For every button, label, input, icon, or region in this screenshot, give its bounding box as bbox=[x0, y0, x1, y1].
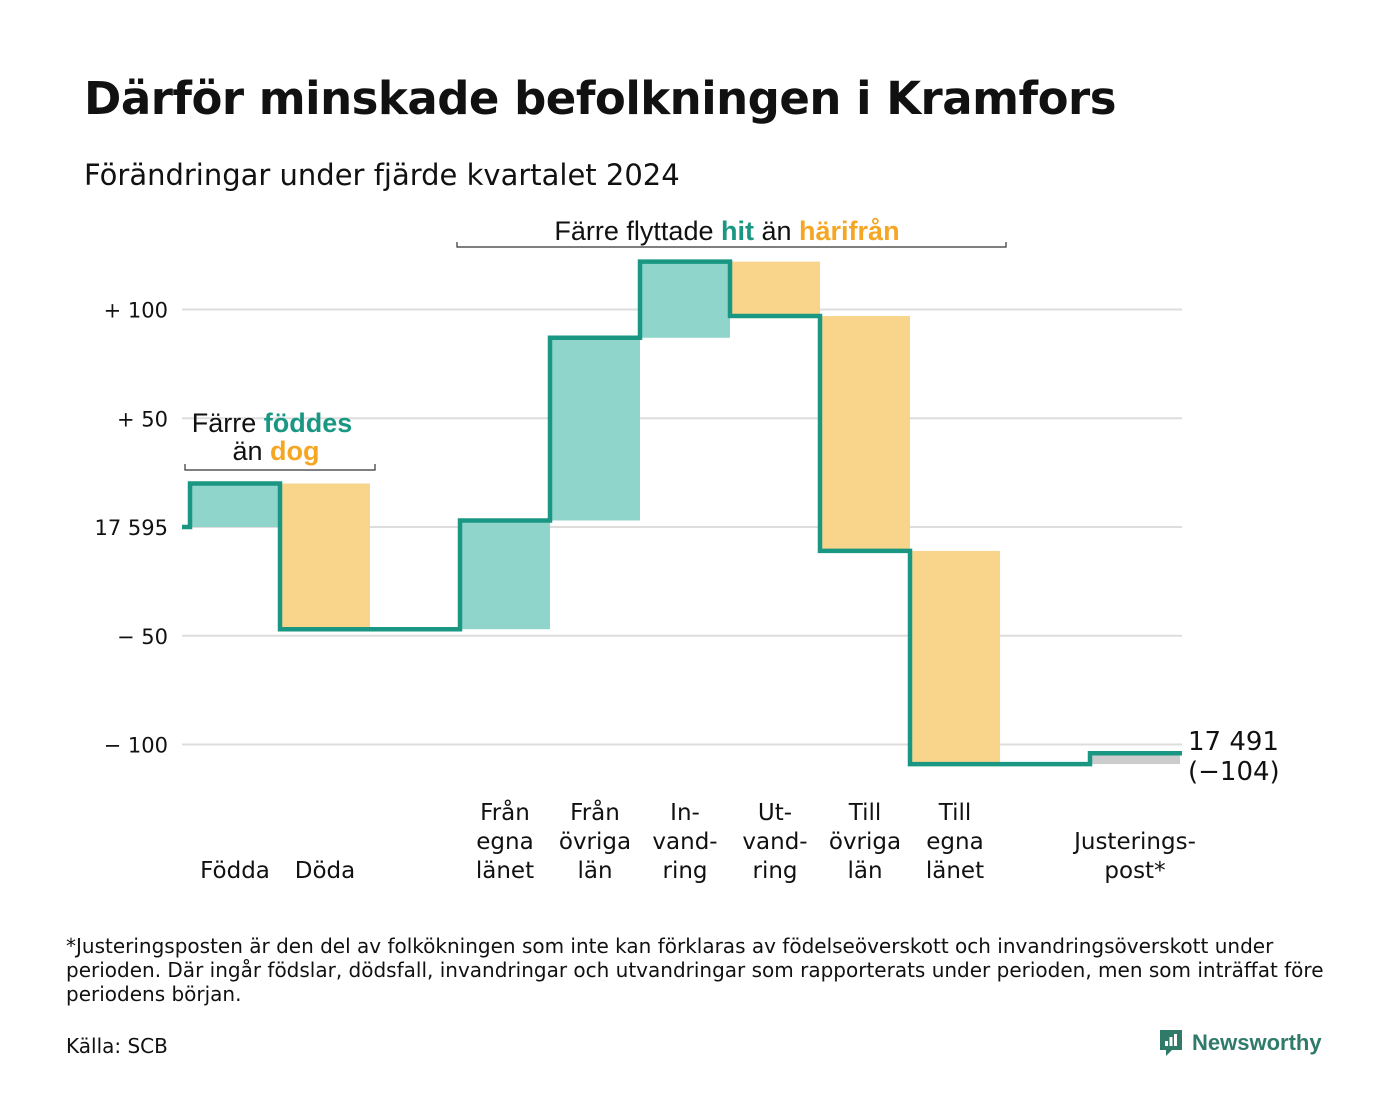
x-tick-label-3: Från övriga län bbox=[559, 798, 631, 884]
annotation-migration: Färre flyttade hit än härifrån bbox=[554, 216, 899, 246]
x-tick-label-5: Ut-vand-ring bbox=[742, 800, 807, 884]
step-line-layer bbox=[182, 259, 1182, 767]
annotation-births-deaths: Färre föddes bbox=[192, 408, 353, 438]
bar-3 bbox=[550, 337, 640, 521]
x-tick-label-8: Justerings-post* bbox=[1072, 829, 1196, 884]
y-tick-label: − 50 bbox=[117, 625, 168, 649]
brand-name: Newsworthy bbox=[1192, 1030, 1322, 1055]
source: Källa: SCB bbox=[66, 1034, 168, 1058]
bar-4 bbox=[640, 261, 730, 338]
end-value-label: 17 491 bbox=[1188, 727, 1279, 757]
y-tick-label: 17 595 bbox=[95, 516, 168, 540]
bar-8 bbox=[1090, 753, 1180, 765]
newsworthy-logo-icon bbox=[1160, 1030, 1182, 1056]
footnote: *Justeringsposten är den del av folkökni… bbox=[66, 934, 1324, 1006]
step-line bbox=[182, 259, 1182, 767]
end-labels: 17 491(−104) bbox=[1188, 727, 1280, 787]
bar-0 bbox=[190, 483, 280, 527]
chart-subtitle: Förändringar under fjärde kvartalet 2024 bbox=[84, 158, 680, 192]
bar-7 bbox=[910, 550, 1000, 765]
chart-title: Därför minskade befolkningen i Kramfors bbox=[84, 72, 1116, 125]
y-tick-labels: + 100 + 50 17 595 − 50 − 100 bbox=[95, 299, 168, 758]
bar-6 bbox=[820, 316, 910, 551]
bars bbox=[190, 261, 1180, 765]
x-tick-label-2: Från egna länet bbox=[476, 798, 534, 884]
bracket-migration bbox=[456, 242, 1007, 248]
bar-5 bbox=[730, 261, 820, 317]
waterfall-chart: + 100 + 50 17 595 − 50 − 100 Födda Döda Från eg… bbox=[95, 216, 1280, 884]
y-tick-label: + 50 bbox=[117, 407, 168, 431]
y-tick-label: + 100 bbox=[104, 299, 168, 323]
annotation-births-deaths-line2: än dog bbox=[232, 436, 319, 466]
x-tick-label-7: Till egna länet bbox=[926, 800, 984, 884]
y-tick-label: − 100 bbox=[104, 734, 168, 758]
bracket-births-deaths bbox=[184, 464, 376, 471]
bar-2 bbox=[460, 520, 550, 630]
x-tick-label-1: Döda bbox=[295, 858, 355, 884]
x-tick-label-0: Födda bbox=[200, 858, 270, 884]
bar-1 bbox=[280, 483, 370, 630]
end-change-label: (−104) bbox=[1188, 757, 1280, 787]
x-tick-label-6: Till övriga län bbox=[829, 800, 901, 884]
x-tick-label-4: In-vand-ring bbox=[652, 800, 717, 884]
brand: Newsworthy bbox=[1158, 1028, 1322, 1058]
x-tick-labels: Födda Döda Från egna länet Från övriga län In-va… bbox=[200, 798, 1196, 884]
